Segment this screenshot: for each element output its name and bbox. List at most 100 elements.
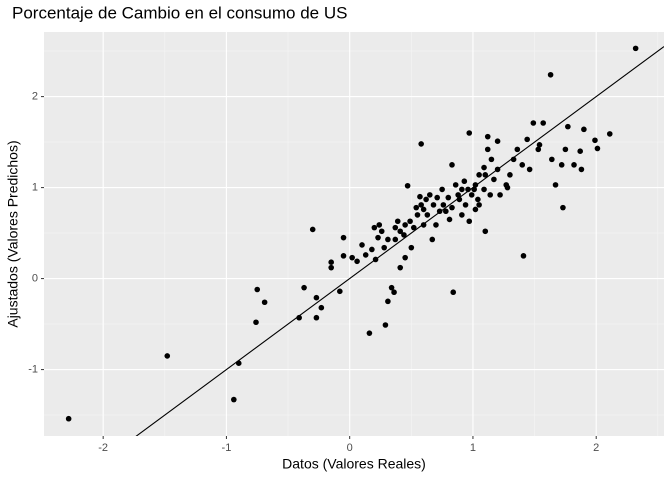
point (446, 216, 453, 223)
point (254, 286, 261, 293)
point (530, 120, 537, 126)
point (382, 322, 389, 328)
point (354, 258, 360, 265)
point (491, 176, 497, 183)
x-tick-label: -2 (98, 442, 108, 454)
point (487, 192, 494, 198)
point (504, 184, 511, 191)
point (392, 236, 399, 243)
point (417, 193, 423, 200)
point (507, 172, 513, 178)
point (427, 192, 433, 198)
point (401, 232, 407, 238)
point (420, 206, 427, 213)
point (423, 196, 429, 203)
point (433, 222, 439, 228)
point (578, 166, 585, 173)
point (318, 304, 325, 311)
point (524, 136, 530, 143)
point (359, 242, 365, 248)
point (462, 202, 469, 208)
point (484, 146, 491, 153)
point (402, 222, 408, 228)
point (549, 156, 555, 163)
point (476, 172, 482, 178)
point (535, 146, 542, 153)
point (418, 141, 424, 147)
point (475, 196, 481, 203)
point (375, 234, 381, 241)
point (581, 126, 587, 133)
x-tick-label: 2 (593, 442, 599, 454)
point (497, 192, 503, 198)
point (309, 226, 316, 233)
point (481, 164, 487, 171)
point (391, 289, 397, 296)
point (337, 288, 343, 295)
point (481, 186, 487, 193)
point (371, 224, 378, 231)
point (440, 202, 447, 208)
panel (44, 32, 664, 436)
point (430, 202, 437, 208)
point (385, 236, 391, 243)
y-tick-label: 2 (32, 91, 38, 103)
point (592, 137, 598, 144)
point (418, 202, 424, 208)
point (482, 172, 489, 178)
point (349, 254, 355, 261)
point (484, 133, 491, 140)
point (376, 222, 383, 228)
point (328, 264, 334, 271)
y-tick-label: 0 (32, 272, 38, 284)
y-tick-label: -1 (28, 363, 38, 375)
point (366, 330, 373, 336)
point (558, 162, 565, 168)
point (547, 71, 554, 78)
point (385, 298, 391, 305)
point (562, 146, 569, 153)
point (362, 252, 369, 258)
point (429, 236, 436, 243)
x-tick-label: -1 (222, 442, 232, 454)
x-tick-label: 0 (347, 442, 353, 454)
point (494, 138, 501, 144)
point (577, 148, 583, 154)
point (414, 212, 421, 218)
point (468, 192, 475, 198)
point (472, 206, 479, 213)
point (340, 253, 347, 259)
point (261, 299, 268, 306)
point (565, 123, 571, 130)
point (434, 194, 441, 201)
point (514, 146, 521, 153)
point (65, 415, 72, 422)
point (452, 182, 459, 188)
point (571, 162, 577, 168)
chart-title: Porcentaje de Cambio en el consumo de US (12, 3, 347, 22)
point (443, 208, 449, 215)
point (328, 259, 334, 266)
point (392, 224, 399, 231)
point (404, 182, 411, 189)
point (455, 192, 461, 198)
point (449, 162, 455, 168)
point (560, 204, 566, 211)
point (424, 212, 431, 218)
point (459, 186, 465, 193)
point (164, 353, 171, 359)
point (253, 319, 259, 326)
point (413, 204, 420, 211)
point (369, 246, 375, 253)
point (402, 254, 408, 261)
point (445, 194, 452, 201)
point (476, 202, 482, 208)
point (439, 186, 445, 193)
point (450, 289, 457, 296)
point (397, 264, 404, 271)
point (397, 228, 404, 235)
x-axis-label: Datos (Valores Reales) (282, 456, 426, 472)
x-tick-label: 1 (470, 442, 476, 454)
